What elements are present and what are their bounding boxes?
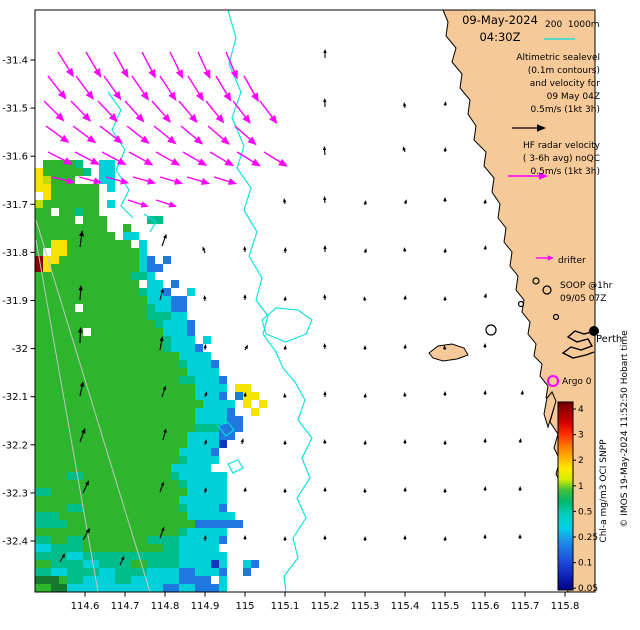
svg-text:-31.5: -31.5 — [2, 104, 28, 115]
svg-text:115.5: 115.5 — [431, 601, 460, 612]
axes: 114.6 114.7 114.8 114.9 115 115.1 115.2 115.3 11… — [2, 56, 579, 613]
legend-line: HF radar velocity — [523, 141, 600, 151]
argo-label: Argo 0 — [562, 377, 592, 387]
perth-label: Perth — [596, 334, 623, 345]
soop-label: SOOP @1hr — [560, 281, 613, 291]
svg-text:-31.6: -31.6 — [2, 152, 28, 163]
svg-text:-31.9: -31.9 — [2, 296, 28, 307]
hf-radar-legend: HF radar velocity ( 3-6h avg) noQC 0.5m/… — [468, 140, 600, 179]
legend-line: ( 3-6h avg) noQC — [522, 154, 600, 164]
legend-symbols — [508, 38, 575, 180]
svg-text:-32.1: -32.1 — [2, 392, 28, 403]
depth-contour-legend: 200 1000m — [545, 20, 600, 30]
svg-text:114.6: 114.6 — [71, 601, 100, 612]
svg-text:115: 115 — [235, 601, 254, 612]
svg-text:2: 2 — [578, 456, 584, 466]
legend-line: Altimetric sealevel — [516, 53, 600, 63]
colorbar-axis-label: Chl-a mg/m3 OCI SNPP — [599, 439, 609, 543]
svg-text:115.3: 115.3 — [351, 601, 380, 612]
drifter-label: drifter — [558, 256, 586, 266]
soop-date-label: 09/05 07Z — [560, 294, 607, 304]
svg-text:3: 3 — [578, 431, 584, 441]
svg-text:0.5: 0.5 — [578, 507, 592, 517]
svg-text:-32: -32 — [12, 344, 28, 355]
svg-text:114.7: 114.7 — [111, 601, 140, 612]
svg-text:114.8: 114.8 — [151, 601, 180, 612]
legend-line: (0.1m contours) — [527, 66, 600, 76]
legend-line: 0.5m/s (1kt 3h) — [530, 105, 600, 115]
altimetric-arrows — [59, 49, 524, 566]
credit-label: © IMOS 19-May-2024 11:52:50 Hobart time — [620, 330, 630, 528]
observation-markers — [485, 255, 599, 387]
plot-border — [34, 9, 596, 593]
hf-range-lines — [35, 219, 151, 593]
svg-text:115.4: 115.4 — [391, 601, 420, 612]
svg-text:-32.3: -32.3 — [2, 488, 28, 499]
land — [428, 9, 596, 593]
legend-line: and velocity for — [529, 79, 600, 89]
svg-text:-31.4: -31.4 — [2, 56, 28, 67]
svg-text:115.6: 115.6 — [471, 601, 500, 612]
svg-text:0.25: 0.25 — [578, 533, 598, 543]
svg-text:-31.8: -31.8 — [2, 248, 28, 259]
svg-text:4: 4 — [578, 405, 584, 415]
map-time: 04:30Z — [479, 30, 521, 44]
colorbar: 4 3 2 1 0.5 0.25 0.1 0.05 — [557, 401, 598, 594]
svg-text:-32.2: -32.2 — [2, 440, 28, 451]
svg-text:114.9: 114.9 — [191, 601, 220, 612]
svg-text:115.8: 115.8 — [551, 601, 580, 612]
svg-text:-32.4: -32.4 — [2, 537, 28, 548]
legend-line: 09 May 04Z — [546, 92, 600, 102]
svg-text:115.7: 115.7 — [511, 601, 540, 612]
chl-raster — [35, 160, 267, 592]
svg-text:115.2: 115.2 — [311, 601, 340, 612]
svg-text:0.1: 0.1 — [578, 559, 592, 569]
svg-text:1: 1 — [578, 482, 584, 492]
hf-radar-arrows — [43, 51, 288, 208]
svg-text:115.1: 115.1 — [271, 601, 300, 612]
legend-line: 0.5m/s (1kt 3h) — [530, 167, 600, 177]
svg-text:-31.7: -31.7 — [2, 200, 28, 211]
svg-text:0.05: 0.05 — [578, 584, 598, 594]
altimetric-legend: Altimetric sealevel (0.1m contours) and … — [468, 52, 600, 117]
map-date: 09-May-2024 — [462, 13, 538, 27]
